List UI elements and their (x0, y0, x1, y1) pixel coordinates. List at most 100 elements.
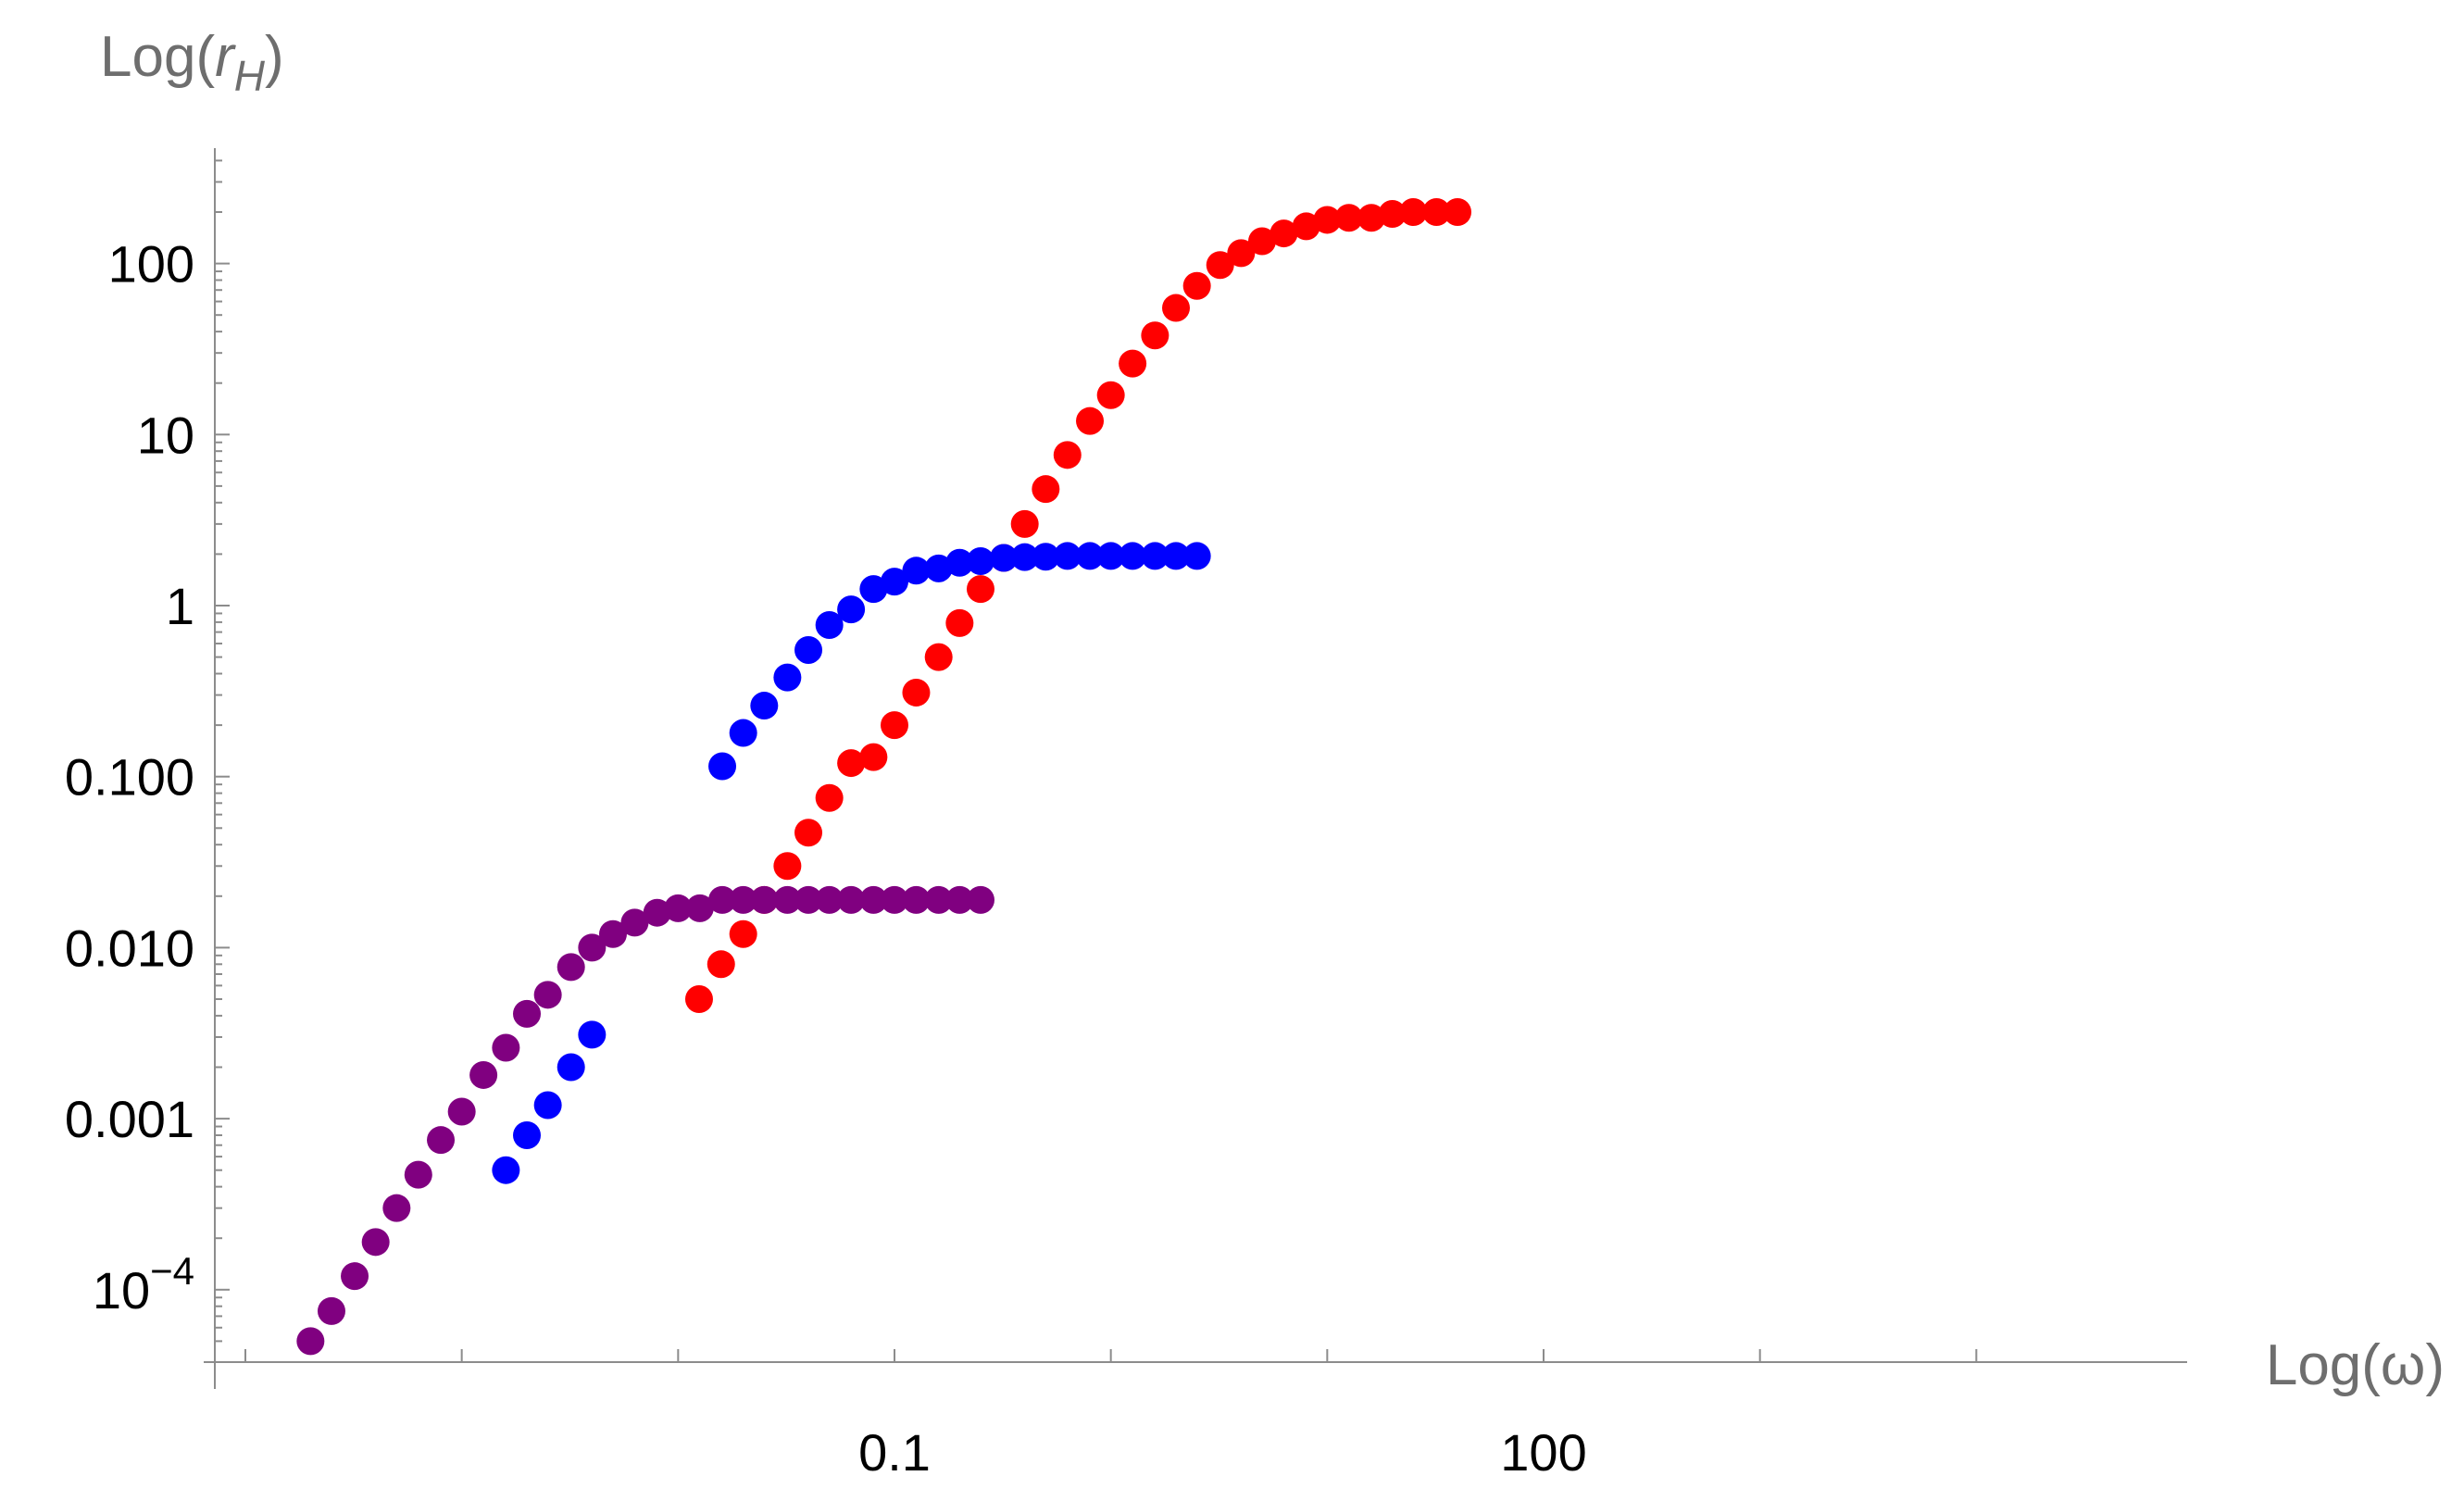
data-point (773, 852, 802, 881)
data-point (1162, 542, 1191, 570)
data-point (1162, 294, 1191, 322)
data-point (1247, 227, 1276, 256)
data-point (859, 743, 888, 771)
data-point (902, 678, 931, 707)
data-point (533, 1091, 562, 1119)
data-point (794, 885, 823, 914)
data-point (729, 719, 757, 747)
ticks (215, 159, 1978, 1362)
data-point (1096, 381, 1125, 409)
data-point (945, 885, 974, 914)
y-axis-label-prefix: Log( (100, 25, 215, 89)
axes (204, 148, 2187, 1389)
data-point (598, 919, 627, 948)
data-point (945, 608, 974, 637)
data-point (707, 950, 735, 979)
data-point (750, 885, 779, 914)
data-point (902, 885, 931, 914)
y-tick-label: 100 (108, 235, 194, 294)
y-tick-label: 0.001 (65, 1090, 194, 1148)
data-point (1053, 542, 1082, 570)
data-point (1096, 542, 1125, 570)
data-point (1357, 204, 1386, 232)
data-points (296, 197, 1472, 1356)
data-point (1292, 212, 1320, 241)
data-point (1182, 542, 1211, 570)
data-point (447, 1097, 476, 1126)
data-point (404, 1160, 432, 1189)
y-tick-label: 0.100 (65, 748, 194, 807)
data-point (794, 635, 823, 664)
data-point (966, 885, 994, 914)
data-point (1119, 542, 1147, 570)
data-point (1076, 407, 1105, 435)
x-axis-label: Log(ω) (2266, 1333, 2445, 1397)
data-point (815, 610, 844, 639)
y-axis-label-sub: H (234, 52, 266, 100)
data-point (557, 1053, 585, 1082)
data-point (902, 557, 931, 585)
data-point (684, 985, 713, 1014)
y-tick-label: 1 (166, 577, 194, 635)
data-point (966, 546, 994, 575)
data-point (945, 548, 974, 577)
data-point (620, 908, 649, 937)
data-point (1032, 475, 1060, 504)
data-point (924, 643, 953, 671)
data-point (469, 1060, 498, 1089)
series-2 (296, 885, 994, 1356)
data-point (729, 919, 757, 948)
data-point (881, 568, 908, 596)
data-point (924, 885, 953, 914)
y-axis-label-suffix: ) (265, 25, 284, 89)
data-point (881, 711, 908, 740)
y-tick-label: 10−4 (93, 1249, 194, 1320)
data-point (317, 1296, 345, 1325)
data-point (685, 894, 714, 922)
data-point (708, 752, 737, 781)
data-point (881, 885, 908, 914)
y-tick-label: 10 (137, 406, 194, 464)
data-point (513, 1120, 542, 1149)
data-point (1206, 251, 1234, 280)
data-point (578, 933, 607, 962)
data-point (1141, 321, 1169, 350)
y-tick-label: 0.010 (65, 919, 194, 977)
data-point (837, 749, 866, 778)
data-point (990, 544, 1019, 572)
data-point (773, 663, 802, 692)
data-point (1378, 200, 1407, 229)
data-point (837, 885, 866, 914)
data-point (557, 953, 585, 982)
x-tick-label: 0.1 (858, 1423, 931, 1482)
data-point (729, 885, 757, 914)
data-point (1422, 197, 1451, 226)
data-point (750, 692, 779, 720)
data-point (773, 885, 802, 914)
data-point (966, 575, 994, 604)
data-point (643, 898, 671, 927)
data-point (794, 819, 823, 847)
data-point (1032, 543, 1060, 571)
data-point (1119, 349, 1147, 378)
series-0 (684, 197, 1472, 1014)
data-point (361, 1228, 390, 1257)
data-point (664, 894, 693, 922)
data-point (1334, 204, 1363, 232)
data-point (1053, 441, 1082, 469)
y-axis-label: Log(rH) (100, 25, 284, 100)
y-tick-label-base: 10 (93, 1261, 150, 1320)
data-point (815, 783, 844, 812)
data-point (1010, 543, 1039, 571)
data-point (924, 554, 953, 582)
data-point (815, 885, 844, 914)
data-point (341, 1262, 369, 1291)
data-point (296, 1327, 325, 1356)
data-point (1076, 542, 1105, 570)
data-point (382, 1194, 411, 1222)
data-point (492, 1156, 520, 1184)
data-point (859, 575, 888, 604)
data-point (1182, 271, 1211, 300)
